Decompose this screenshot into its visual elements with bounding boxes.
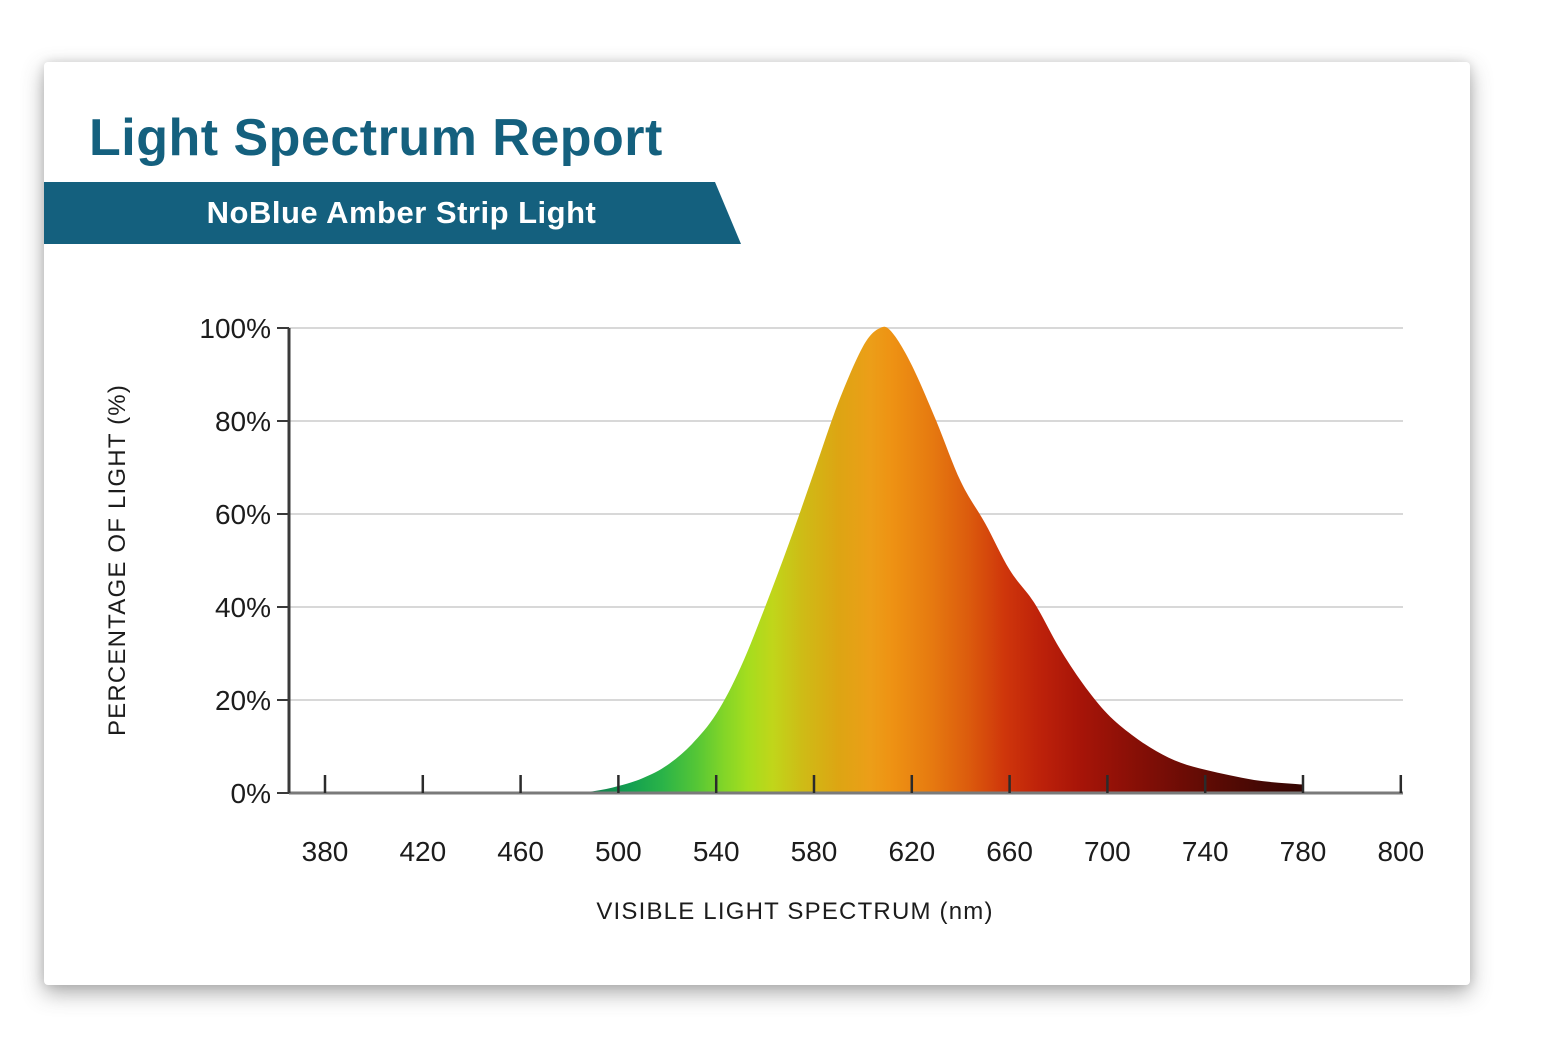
spectrum-chart: PERCENTAGE OF LIGHT (%) 100% 80% 60% 40% 20%…	[44, 62, 1470, 985]
x-tick-label: 420	[399, 836, 446, 867]
y-tick-label: 100%	[199, 313, 271, 344]
x-tick-label: 740	[1182, 836, 1229, 867]
x-tick-label: 500	[595, 836, 642, 867]
spectrum-area	[569, 326, 1303, 793]
y-tick-label: 80%	[215, 406, 271, 437]
x-tick-label: 700	[1084, 836, 1131, 867]
spectrum-area-plot: 100% 80% 60% 40% 20% 0% 380 420 460 500 540 580 620 6…	[199, 313, 1424, 867]
y-tick-label: 40%	[215, 592, 271, 623]
x-tick-label: 380	[302, 836, 349, 867]
x-axis-title: VISIBLE LIGHT SPECTRUM (nm)	[596, 898, 994, 925]
report-card: Light Spectrum Report NoBlue Amber Strip…	[44, 62, 1470, 985]
y-tick-label: 20%	[215, 685, 271, 716]
x-tick-label: 780	[1280, 836, 1327, 867]
y-tick-label: 60%	[215, 499, 271, 530]
x-tick-label: 580	[791, 836, 838, 867]
x-tick-label: 800	[1377, 836, 1424, 867]
report-title: Light Spectrum Report	[89, 109, 663, 167]
product-banner: NoBlue Amber Strip Light	[44, 182, 741, 244]
y-tick-label: 0%	[231, 778, 271, 809]
x-tick-label: 660	[986, 836, 1033, 867]
x-tick-label: 460	[497, 836, 544, 867]
x-tick-label: 620	[888, 836, 935, 867]
x-tick-label: 540	[693, 836, 740, 867]
product-name: NoBlue Amber Strip Light	[206, 195, 597, 230]
